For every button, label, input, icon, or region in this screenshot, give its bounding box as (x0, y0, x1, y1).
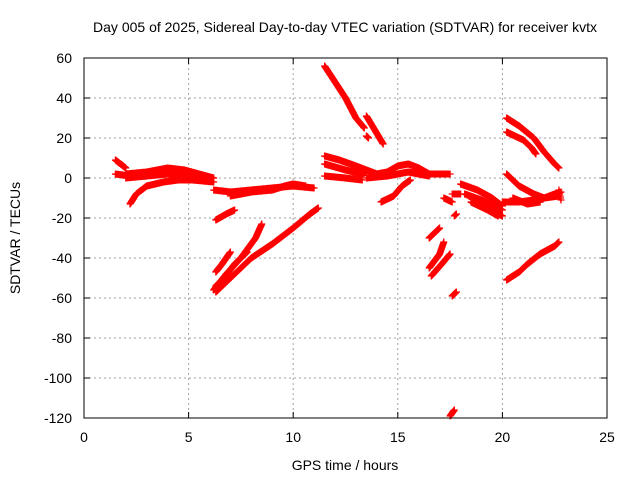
data-track-t20 (362, 160, 454, 178)
data-track-t30 (446, 406, 458, 420)
data-track-t15 (362, 132, 372, 142)
data-track-t22 (377, 176, 414, 206)
data-track-t26 (440, 194, 456, 206)
data-track-t18 (321, 160, 370, 178)
plot-frame (83, 57, 608, 419)
data-track-t11 (212, 204, 322, 296)
x-tick-label: 5 (185, 429, 193, 445)
data-track-t14 (321, 62, 368, 132)
data-track-t39 (509, 194, 544, 208)
y-axis-label: SDTVAR / TECUs (7, 182, 23, 294)
grid (84, 58, 607, 418)
x-tick-label: 15 (390, 429, 406, 445)
y-tick-label: 60 (56, 50, 72, 66)
data-track-t05 (122, 170, 213, 182)
data-track-t35 (503, 114, 563, 172)
y-tick-label: -60 (52, 290, 72, 306)
data-track-t36 (503, 128, 540, 158)
data-track-t23 (425, 224, 444, 242)
data-track-t07 (226, 180, 310, 200)
data-track-t13 (222, 220, 266, 278)
data-track-t08 (212, 206, 239, 224)
x-tick-label: 25 (599, 429, 615, 445)
y-tick-label: -40 (52, 250, 72, 266)
data-track-t21 (362, 168, 433, 182)
data-track-t12 (210, 270, 230, 294)
chart-title: Day 005 of 2025, Sidereal Day-to-day VTE… (93, 19, 597, 35)
data-track-t28 (450, 210, 460, 220)
data-track-t27 (448, 190, 465, 198)
data-track-t24 (425, 238, 448, 272)
data-track-t04 (126, 176, 218, 208)
y-tick-label: 40 (56, 90, 72, 106)
data-track-t19 (321, 172, 366, 184)
data-track-t01 (111, 156, 130, 172)
y-tick-label: -20 (52, 210, 72, 226)
data-track-t41 (503, 238, 563, 284)
y-tick-label: -120 (44, 410, 72, 426)
data-track-t40 (555, 186, 565, 204)
axis-ticks: 0 5 10 15 20 25 60 40 20 0 -20 -40 -60 -80 -100 -120 (44, 50, 615, 445)
data-track-t34 (467, 198, 502, 220)
x-tick-label: 20 (495, 429, 511, 445)
x-axis-label: GPS time / hours (292, 457, 399, 473)
data-track-t29 (448, 288, 460, 300)
y-tick-label: -100 (44, 370, 72, 386)
x-tick-label: 10 (285, 429, 301, 445)
x-tick-label: 0 (80, 429, 88, 445)
data-track-t25 (427, 250, 454, 280)
y-tick-label: 0 (64, 170, 72, 186)
y-tick-label: -80 (52, 330, 72, 346)
data-track-t16 (362, 112, 387, 148)
y-tick-label: 20 (56, 130, 72, 146)
data-points (111, 62, 565, 420)
data-track-t31 (457, 180, 506, 210)
data-track-t17 (321, 152, 370, 174)
data-track-t09 (212, 248, 234, 276)
